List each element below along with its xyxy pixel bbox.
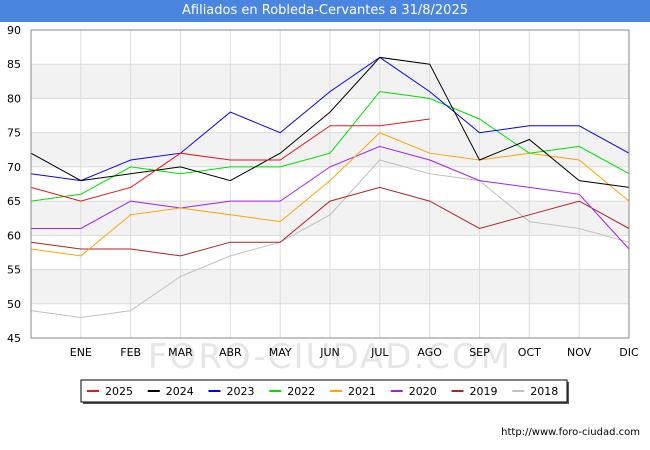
legend-label-2025: 2025 xyxy=(105,385,133,398)
x-tick-label: ENE xyxy=(70,346,92,359)
series-line-2020 xyxy=(31,145,630,250)
legend-label-2019: 2019 xyxy=(470,385,498,398)
y-tick-label: 55 xyxy=(7,264,21,277)
series-line-2018 xyxy=(30,159,630,319)
series-line-2025 xyxy=(30,118,430,202)
x-tick-label: AGO xyxy=(417,346,442,359)
y-tick-label: 45 xyxy=(7,332,21,345)
x-tick-label: NOV xyxy=(567,346,592,359)
chart-title: Afiliados en Robleda-Cervantes a 31/8/20… xyxy=(0,0,650,22)
y-tick-label: 80 xyxy=(7,92,21,105)
y-tick-label: 90 xyxy=(7,24,21,37)
x-tick-label: JUN xyxy=(319,346,340,359)
legend-label-2020: 2020 xyxy=(409,385,437,398)
plot-border xyxy=(30,29,630,339)
x-tick-label: JUL xyxy=(370,346,389,359)
x-tick-label: DIC xyxy=(619,346,639,359)
legend-label-2022: 2022 xyxy=(287,385,315,398)
legend-label-2024: 2024 xyxy=(166,385,194,398)
y-tick-label: 85 xyxy=(7,58,21,71)
legend-label-2018: 2018 xyxy=(530,385,558,398)
y-tick-label: 50 xyxy=(7,298,21,311)
x-tick-label: FEB xyxy=(120,346,141,359)
y-tick-label: 75 xyxy=(7,127,21,140)
y-tick-label: 65 xyxy=(7,195,21,208)
series-line-2024 xyxy=(30,56,630,188)
source-url: http://www.foro-ciudad.com xyxy=(501,427,640,438)
x-tick-label: SEP xyxy=(469,346,490,359)
watermark: FORO-CIUDAD.COM xyxy=(148,337,512,377)
x-tick-label: OCT xyxy=(518,346,541,359)
legend-label-2021: 2021 xyxy=(348,385,376,398)
series-line-2023 xyxy=(30,56,630,182)
series-line-2019 xyxy=(30,186,630,257)
x-tick-label: ABR xyxy=(219,346,242,359)
legend-box xyxy=(80,379,568,403)
legend-label-2023: 2023 xyxy=(227,385,255,398)
y-tick-label: 70 xyxy=(7,161,21,174)
y-tick-label: 60 xyxy=(7,229,21,242)
x-tick-label: MAY xyxy=(269,346,292,359)
x-tick-label: MAR xyxy=(168,346,193,359)
series-line-2022 xyxy=(30,91,630,202)
